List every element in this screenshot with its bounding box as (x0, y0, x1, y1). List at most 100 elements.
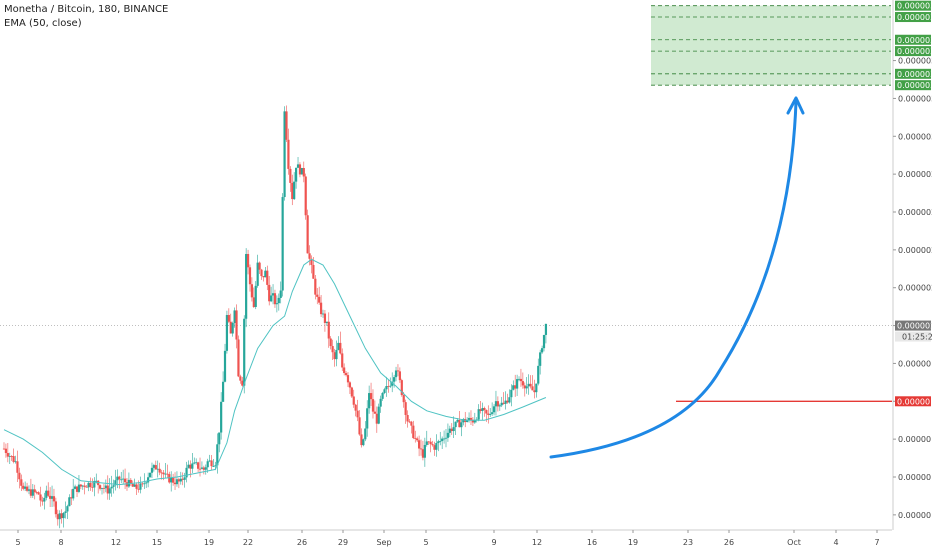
y-tick-label: 0.00000140 (898, 435, 932, 444)
candle-body (323, 313, 327, 323)
candle-body (281, 197, 284, 291)
candle-body (2, 448, 6, 450)
candle-body (381, 392, 384, 399)
projection-arrow (549, 100, 798, 459)
candle-body (417, 440, 421, 449)
candle-body (442, 438, 446, 440)
candle-body (396, 370, 400, 372)
candle-body (137, 488, 140, 490)
candle-body (129, 479, 132, 485)
candle-body (373, 411, 376, 414)
x-tick-label: 5 (423, 538, 428, 547)
candle-body (410, 421, 413, 426)
candle-body (333, 352, 336, 360)
candle-body (200, 467, 204, 469)
candle-body (162, 472, 165, 475)
candle-body (512, 385, 515, 390)
candle-body (150, 467, 154, 473)
candle-body (316, 294, 319, 297)
candle-body (62, 512, 65, 519)
candle-body (156, 468, 159, 470)
target-price-tag (895, 12, 931, 23)
candle-body (300, 168, 303, 175)
candle-body (49, 495, 52, 499)
candle-body (214, 465, 217, 467)
candle-body (306, 215, 309, 254)
candle-body (344, 373, 348, 376)
x-tick-label: 9 (491, 538, 496, 547)
candle-body (47, 490, 50, 496)
candle-body (45, 490, 48, 498)
candle-body (187, 464, 190, 468)
candle-body (492, 406, 496, 413)
candle-body (404, 402, 407, 415)
candle-body (341, 353, 344, 368)
x-tick-label: 15 (152, 538, 162, 547)
candle-body (204, 467, 207, 470)
candle-body (527, 383, 530, 387)
candle-body (540, 348, 544, 353)
candle-body (185, 467, 188, 478)
candle-body (68, 497, 71, 507)
candle-body (439, 440, 442, 442)
candle-body (256, 262, 259, 286)
x-tick-label: 22 (243, 538, 253, 547)
candle-body (206, 461, 209, 468)
target-price-label: 0.00000333 (897, 70, 932, 79)
candle-body (302, 168, 305, 177)
candle-body (145, 482, 148, 484)
candle-body (168, 474, 171, 483)
candle-body (227, 314, 230, 322)
y-tick-label: 0.00000180 (898, 359, 932, 368)
candle-body (262, 276, 265, 278)
target-price-tag (895, 80, 931, 91)
candle-body (496, 401, 499, 407)
candle-body (120, 479, 123, 481)
candle-body (471, 419, 475, 423)
candle-body (160, 472, 163, 474)
candle-body (431, 444, 434, 446)
candle-body (433, 445, 436, 450)
candle-body (266, 270, 269, 285)
candle-body (483, 408, 486, 411)
candle-body (60, 513, 63, 519)
candle-body (118, 476, 121, 480)
candle-body (500, 402, 503, 406)
candle-body (170, 477, 173, 483)
candle-body (364, 428, 367, 440)
candle-body (6, 452, 9, 457)
candle-body (220, 401, 223, 433)
candle-body (419, 448, 423, 450)
candle-body (24, 486, 27, 489)
candle-body (335, 349, 338, 360)
candle-body (139, 483, 142, 490)
candle-body (8, 455, 11, 457)
candle-body (525, 386, 528, 389)
candle-body (22, 485, 25, 489)
chart-legend: Monetha / Bitcoin, 180, BINANCE EMA (50,… (4, 3, 168, 31)
candle-body (52, 496, 56, 502)
symbol-title: Monetha / Bitcoin, 180, BINANCE (4, 4, 169, 15)
candle-body (225, 314, 229, 351)
target-price-label: 0.00000327 (897, 81, 932, 90)
candle-body (195, 462, 198, 464)
candle-body (18, 472, 21, 480)
candle-body (245, 253, 248, 319)
candle-body (248, 267, 252, 285)
candle-body (387, 386, 390, 387)
candle-body (385, 386, 388, 390)
candle-body (450, 428, 453, 432)
x-tick-label: Sep (376, 538, 391, 547)
candle-body (231, 323, 234, 334)
candle-body (462, 418, 465, 423)
x-tick-label: 23 (683, 538, 693, 547)
y-tick-label: 0.00000340 (898, 57, 932, 66)
candle-body (508, 397, 511, 403)
candle-body (246, 253, 250, 268)
candle-body (458, 419, 461, 428)
candle-body (116, 476, 119, 481)
candle-body (233, 310, 236, 324)
candle-body (252, 297, 255, 307)
